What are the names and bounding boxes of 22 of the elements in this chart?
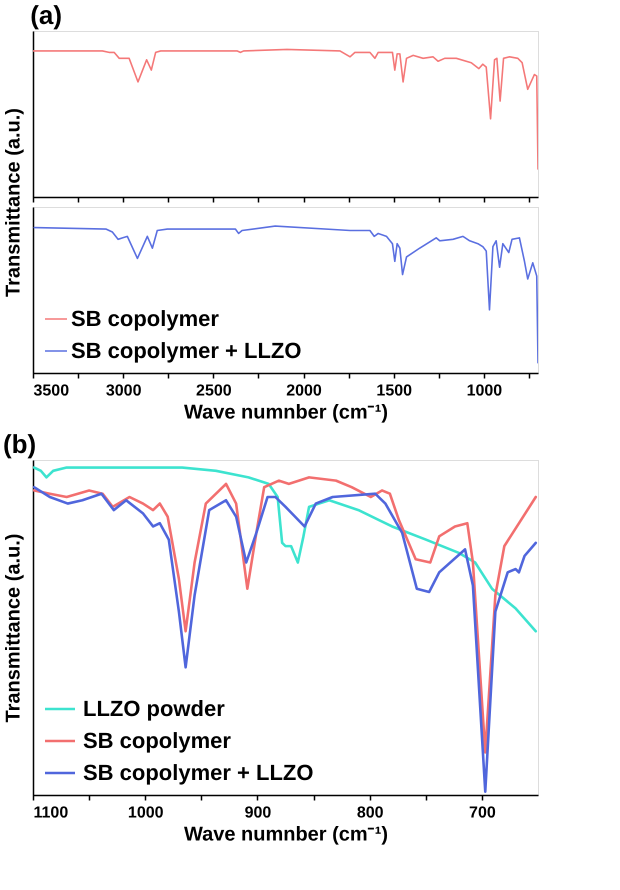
legend-label: LLZO powder: [83, 696, 226, 721]
x-tick-label: 900: [244, 804, 272, 822]
chart-title: (a): [30, 0, 62, 30]
x-tick-label: 1500: [376, 382, 412, 400]
x-tick-label: 1000: [128, 804, 164, 822]
x-tick-label: 1000: [466, 382, 502, 400]
y-axis-title: Transmittance (a.u.): [2, 108, 24, 297]
x-axis-title: Wave numnber (cm⁻¹): [184, 402, 388, 424]
legend-label: SB copolymer + LLZO: [71, 338, 302, 363]
x-axis-title: Wave numnber (cm⁻¹): [184, 824, 388, 846]
x-tick-label: 2000: [286, 382, 322, 400]
legend-label: SB copolymer: [71, 306, 220, 331]
x-tick-label: 800: [356, 804, 384, 822]
y-axis-title: Transmittance (a.u.): [2, 534, 24, 722]
legend-label: SB copolymer: [83, 728, 232, 753]
x-tick-label: 3500: [34, 382, 70, 400]
legend-label: SB copolymer + LLZO: [83, 760, 314, 785]
x-tick-label: 2500: [196, 382, 232, 400]
x-tick-label: 700: [469, 804, 496, 822]
x-tick-label: 1100: [34, 804, 68, 822]
x-tick-label: 3000: [106, 382, 142, 400]
chart-title: (b): [3, 429, 36, 459]
